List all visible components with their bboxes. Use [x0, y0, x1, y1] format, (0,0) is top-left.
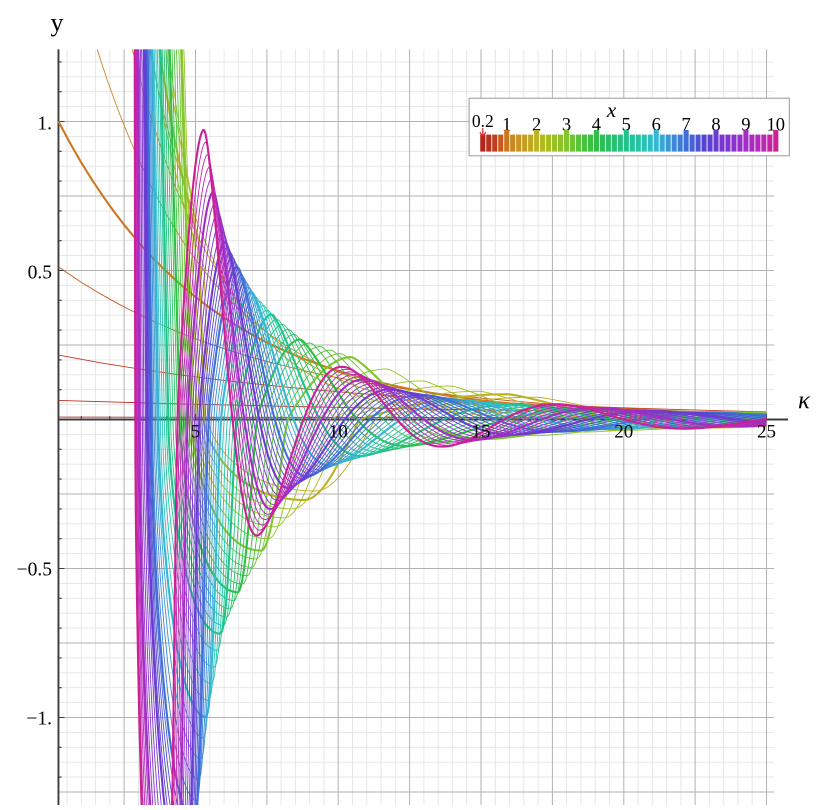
svg-text:2: 2: [532, 116, 541, 136]
svg-text:8: 8: [711, 116, 720, 136]
svg-text:3: 3: [562, 116, 571, 136]
svg-text:y: y: [51, 8, 64, 37]
svg-text:20: 20: [614, 422, 633, 443]
svg-text:1: 1: [502, 116, 511, 136]
svg-text:κ: κ: [798, 387, 811, 414]
svg-text:10: 10: [329, 422, 348, 443]
svg-text:4: 4: [592, 116, 601, 136]
svg-text:9: 9: [741, 116, 750, 136]
svg-text:−0.5: −0.5: [17, 560, 52, 581]
svg-text:5: 5: [191, 422, 201, 443]
svg-text:6: 6: [652, 116, 661, 136]
svg-text:1.: 1.: [37, 114, 52, 135]
svg-text:7: 7: [681, 116, 690, 136]
svg-text:5: 5: [622, 116, 631, 136]
svg-text:15: 15: [472, 422, 491, 443]
svg-text:0.2: 0.2: [472, 111, 494, 131]
svg-text:−1.: −1.: [26, 709, 52, 730]
svg-text:x: x: [606, 98, 617, 122]
svg-text:10: 10: [767, 116, 786, 136]
svg-text:25: 25: [757, 422, 776, 443]
svg-text:0.5: 0.5: [28, 263, 52, 284]
